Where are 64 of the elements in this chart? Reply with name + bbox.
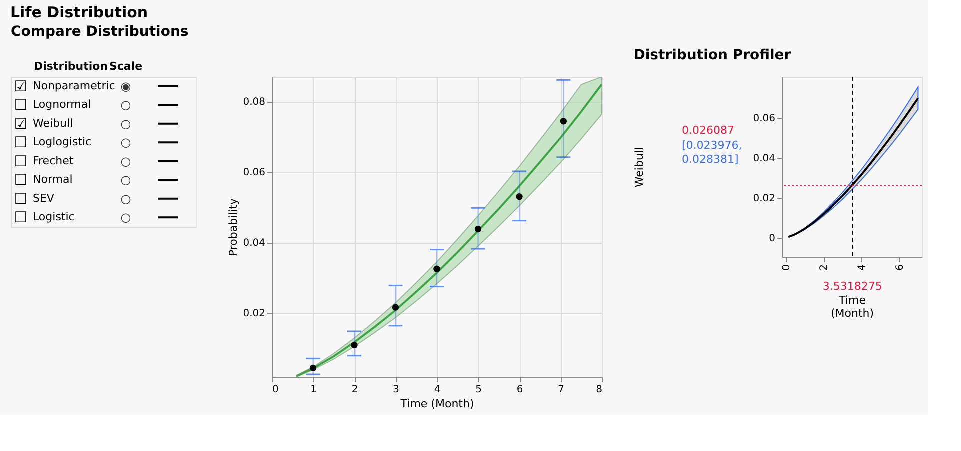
x-tick-label: 7 xyxy=(558,384,564,396)
category-label: Normal xyxy=(33,173,73,186)
point xyxy=(434,266,440,272)
point xyxy=(560,118,567,125)
category-label: Logistic xyxy=(33,210,75,224)
chart-title: Distribution Profiler xyxy=(634,48,792,64)
x-tick-label: 6 xyxy=(516,384,524,396)
x-tick-label: 4 xyxy=(434,384,441,396)
text: ☐ xyxy=(14,190,28,208)
y-axis-title: Probability xyxy=(227,198,240,257)
y-axis-title: Weibull xyxy=(633,147,646,188)
category-label: SEV xyxy=(33,192,55,205)
text: ○ xyxy=(120,210,132,225)
y-tick-label: 0.06 xyxy=(753,113,776,124)
ref-line-label: 0.026087 xyxy=(682,124,734,137)
ref-line-label: 3.5318275 xyxy=(822,280,882,293)
y-tick-label: 0.02 xyxy=(753,193,776,204)
x-tick-label: 0 xyxy=(272,384,279,396)
text: ☐ xyxy=(14,152,28,170)
text: Life Distribution xyxy=(10,4,148,22)
category-label: Frechet xyxy=(33,154,74,168)
x-tick-label: 5 xyxy=(476,384,482,396)
text: Distribution xyxy=(34,60,108,73)
x-tick-label: 2 xyxy=(352,384,358,396)
point xyxy=(310,364,317,372)
y-tick-label: 0.02 xyxy=(243,308,266,320)
text: ◉ xyxy=(120,79,132,94)
y-tick-label: 0.04 xyxy=(243,238,266,250)
x-axis-title: Time (Month) xyxy=(830,294,874,320)
text: ☑ xyxy=(14,77,28,96)
y-tick-label: 0.06 xyxy=(243,168,266,179)
x-tick-label: 3 xyxy=(393,384,400,396)
point xyxy=(516,194,523,200)
text: ○ xyxy=(120,192,132,206)
x-tick-label: 4 xyxy=(856,264,868,271)
category-label: Weibull xyxy=(33,116,74,130)
category-label: Nonparametric xyxy=(33,79,116,92)
text: ○ xyxy=(120,154,132,168)
point xyxy=(474,226,482,233)
text: [0.023976, 0.028381] xyxy=(682,139,742,166)
text: ☑ xyxy=(14,114,28,133)
x-tick-label: 2 xyxy=(819,264,830,271)
text: Scale xyxy=(109,60,143,73)
point xyxy=(392,304,400,311)
y-tick-label: 0.04 xyxy=(753,153,776,164)
text: ☐ xyxy=(14,208,28,227)
y-tick-label: 0 xyxy=(769,233,776,244)
text: ○ xyxy=(120,116,132,131)
x-tick-label: 1 xyxy=(310,384,317,396)
text: ○ xyxy=(120,136,132,150)
text: ☐ xyxy=(14,134,28,152)
text: ☐ xyxy=(14,171,28,190)
x-tick-label: 6 xyxy=(894,264,906,271)
category-label: Loglogistic xyxy=(33,136,92,149)
text: Compare Distributions xyxy=(11,24,189,40)
x-axis-title: Time (Month) xyxy=(400,398,474,410)
text: ☐ xyxy=(14,96,28,114)
text: ○ xyxy=(120,98,132,112)
text: ○ xyxy=(120,173,132,188)
x-tick-label: 0 xyxy=(781,264,792,271)
point xyxy=(351,342,358,349)
x-tick-label: 8 xyxy=(596,384,602,396)
category-label: Lognormal xyxy=(33,98,92,112)
y-tick-label: 0.08 xyxy=(243,97,266,108)
